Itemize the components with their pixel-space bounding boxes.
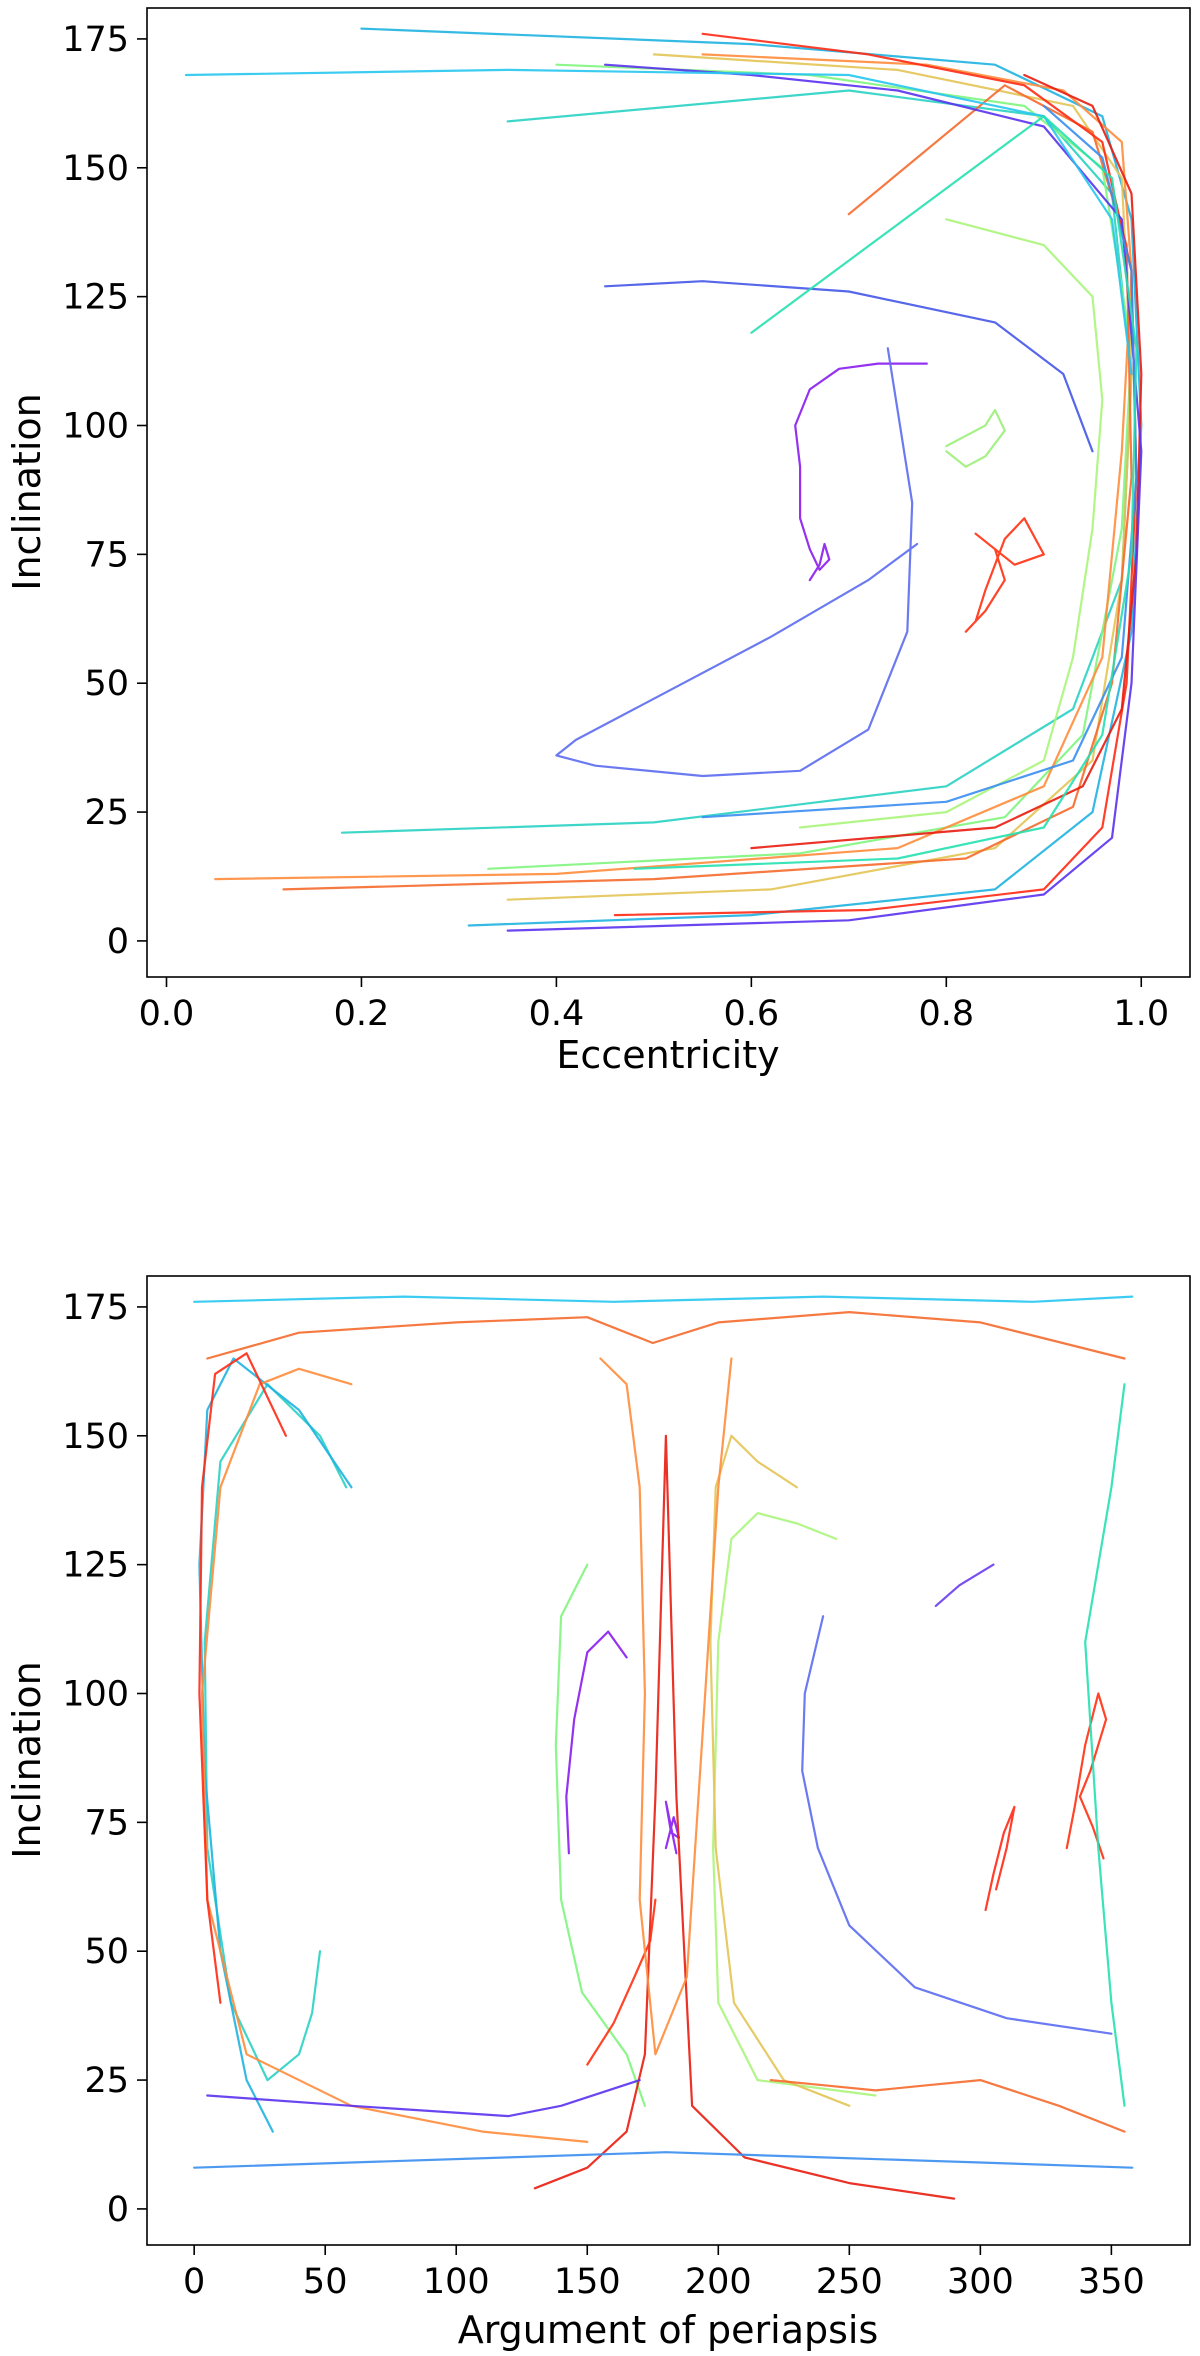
eccentricity-x-tick-label: 1.0: [1113, 994, 1169, 1034]
eccentricity-trace-blue-arc: [555, 347, 919, 778]
eccentricity-y-tick-label: 50: [84, 664, 129, 704]
periapsis-trace-blue-right: [801, 1615, 1113, 2035]
periapsis-y-tick-label: 0: [107, 2190, 129, 2230]
periapsis-trace-skyblue-top: [193, 1295, 1134, 1303]
periapsis-y-tick-label: 50: [84, 1932, 129, 1972]
eccentricity-trace-green-a: [487, 63, 1133, 870]
eccentricity-y-tick-label: 100: [62, 406, 129, 446]
eccentricity-y-tick-label: 125: [62, 278, 129, 318]
eccentricity-trace-lightgreen-a: [799, 218, 1104, 829]
periapsis-x-ticks: 0 50 100 150 200 250 300 350: [183, 2245, 1145, 2302]
periapsis-trace-red-right-cluster: [1065, 1692, 1108, 1860]
periapsis-y-tick-label: 25: [84, 2061, 129, 2101]
periapsis-trace-purple-right-top: [934, 1563, 995, 1607]
periapsis-x-tick-label: 50: [303, 2262, 348, 2302]
periapsis-trace-red-center: [533, 1434, 956, 2200]
periapsis-x-tick-label: 100: [423, 2262, 490, 2302]
eccentricity-y-tick-label: 0: [107, 922, 129, 962]
eccentricity-trace-green-cluster: [945, 408, 1006, 468]
eccentricity-x-tick-label: 0.4: [529, 994, 585, 1034]
periapsis-y-tick-label: 125: [62, 1546, 129, 1586]
eccentricity-trace-red-cluster: [964, 517, 1045, 633]
periapsis-trace-orange-left: [200, 1367, 589, 2143]
eccentricity-plot-frame: [146, 7, 1191, 978]
periapsis-trace-yellow-center: [709, 1434, 851, 2107]
periapsis-traces: [193, 1295, 1134, 2200]
periapsis-y-ticks: 0 25 50 75 100 125 150 175: [62, 1288, 147, 2230]
periapsis-trace-red-left: [198, 1352, 287, 2004]
periapsis-y-tick-label: 150: [62, 1417, 129, 1457]
periapsis-trace-teal-left: [203, 1383, 348, 2082]
periapsis-trace-purple-bottom: [206, 2079, 641, 2118]
periapsis-trace-orange-top: [206, 1311, 1126, 1360]
periapsis-trace-orange-center-loop: [599, 1357, 733, 2056]
eccentricity-trace-cyan-a: [360, 27, 1143, 927]
eccentricity-chart: 0.0 0.2 0.4 0.6 0.8 1.0 0 25 50 75 100 125 150 175 E…: [5, 7, 1191, 1077]
eccentricity-y-tick-label: 75: [84, 535, 129, 575]
periapsis-trace-teal-right: [1084, 1383, 1126, 2107]
periapsis-x-tick-label: 150: [554, 2262, 621, 2302]
periapsis-trace-orange-bottom-right: [769, 2079, 1126, 2133]
eccentricity-trace-orange-a: [214, 53, 1133, 881]
periapsis-trace-green-right: [712, 1512, 877, 2097]
eccentricity-trace-red-a: [613, 32, 1138, 917]
eccentricity-x-tick-label: 0.2: [334, 994, 390, 1034]
periapsis-trace-blue-bottom: [193, 2151, 1134, 2169]
periapsis-x-tick-label: 300: [947, 2262, 1014, 2302]
periapsis-y-axis-label: Inclination: [5, 1661, 49, 1858]
eccentricity-x-tick-label: 0.6: [724, 994, 780, 1034]
eccentricity-y-ticks: 0 25 50 75 100 125 150 175: [62, 20, 147, 962]
periapsis-chart: 0 50 100 150 200 250 300 350 0 25 50 75 100 125 150 17…: [5, 1275, 1191, 2352]
periapsis-y-tick-label: 75: [84, 1803, 129, 1843]
eccentricity-y-axis-label: Inclination: [5, 393, 49, 590]
periapsis-y-tick-label: 175: [62, 1288, 129, 1328]
periapsis-trace-violet-left: [565, 1630, 628, 1855]
eccentricity-x-axis-label: Eccentricity: [556, 1033, 779, 1077]
periapsis-trace-green-center-left: [554, 1563, 646, 2107]
eccentricity-y-tick-label: 175: [62, 20, 129, 60]
eccentricity-trace-teal-a: [340, 89, 1133, 834]
eccentricity-trace-teal-b: [633, 115, 1138, 870]
periapsis-trace-red-right-small: [984, 1805, 1016, 1912]
periapsis-x-tick-label: 350: [1078, 2262, 1145, 2302]
eccentricity-traces: [184, 27, 1143, 932]
periapsis-x-tick-label: 200: [685, 2262, 752, 2302]
periapsis-x-tick-label: 0: [183, 2262, 205, 2302]
periapsis-trace-red-center-up: [586, 1898, 657, 2066]
periapsis-x-axis-label: Argument of periapsis: [458, 2308, 879, 2352]
periapsis-trace-violet-center: [664, 1800, 681, 1855]
eccentricity-trace-yellow-a: [506, 53, 1133, 901]
periapsis-plot-frame: [146, 1275, 1191, 2246]
eccentricity-trace-violet-spiral: [794, 362, 928, 582]
periapsis-y-tick-label: 100: [62, 1674, 129, 1714]
eccentricity-x-tick-label: 0.8: [918, 994, 974, 1034]
periapsis-trace-cyan-left: [198, 1357, 353, 2133]
eccentricity-trace-purple-a: [506, 63, 1143, 932]
eccentricity-x-tick-label: 0.0: [139, 994, 195, 1034]
eccentricity-x-ticks: 0.0 0.2 0.4 0.6 0.8 1.0: [139, 977, 1169, 1034]
periapsis-x-tick-label: 250: [816, 2262, 883, 2302]
eccentricity-trace-skyblue-a: [184, 68, 1133, 376]
eccentricity-trace-indigo-a: [604, 280, 1094, 453]
eccentricity-y-tick-label: 150: [62, 149, 129, 189]
eccentricity-trace-orange-b: [282, 84, 1133, 891]
eccentricity-y-tick-label: 25: [84, 793, 129, 833]
